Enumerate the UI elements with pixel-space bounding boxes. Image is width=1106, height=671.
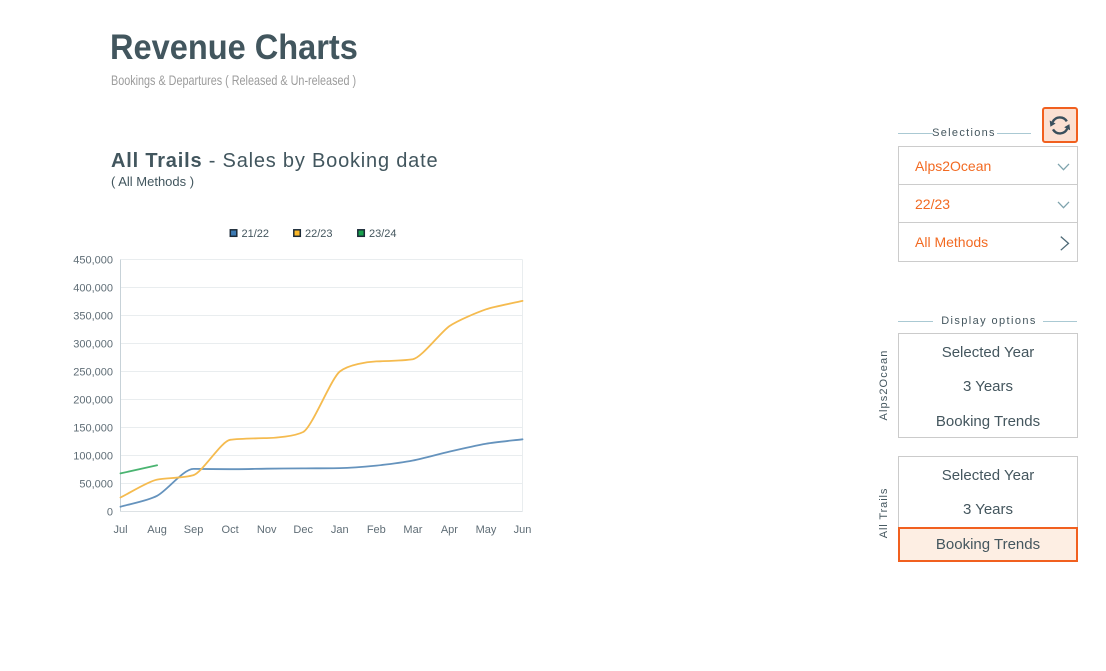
- svg-text:Feb: Feb: [367, 524, 386, 536]
- svg-text:Sep: Sep: [184, 524, 204, 536]
- svg-text:250,000: 250,000: [73, 367, 113, 379]
- svg-text:Jun: Jun: [514, 524, 532, 536]
- svg-text:400,000: 400,000: [73, 283, 113, 295]
- svg-text:23/24: 23/24: [369, 228, 397, 240]
- svg-text:50,000: 50,000: [79, 479, 113, 491]
- svg-text:21/22: 21/22: [242, 228, 270, 240]
- svg-text:300,000: 300,000: [73, 339, 113, 351]
- svg-text:Apr: Apr: [441, 524, 458, 536]
- svg-text:Mar: Mar: [403, 524, 422, 536]
- svg-text:100,000: 100,000: [73, 451, 113, 463]
- svg-text:0: 0: [107, 507, 113, 519]
- svg-text:Jul: Jul: [113, 524, 127, 536]
- svg-text:Jan: Jan: [331, 524, 349, 536]
- svg-text:Dec: Dec: [293, 524, 313, 536]
- svg-text:22/23: 22/23: [305, 228, 333, 240]
- svg-text:Aug: Aug: [147, 524, 167, 536]
- svg-text:150,000: 150,000: [73, 423, 113, 435]
- svg-text:450,000: 450,000: [73, 255, 113, 267]
- svg-text:200,000: 200,000: [73, 395, 113, 407]
- svg-text:Oct: Oct: [222, 524, 239, 536]
- svg-text:May: May: [476, 524, 497, 536]
- svg-text:350,000: 350,000: [73, 311, 113, 323]
- svg-text:Nov: Nov: [257, 524, 277, 536]
